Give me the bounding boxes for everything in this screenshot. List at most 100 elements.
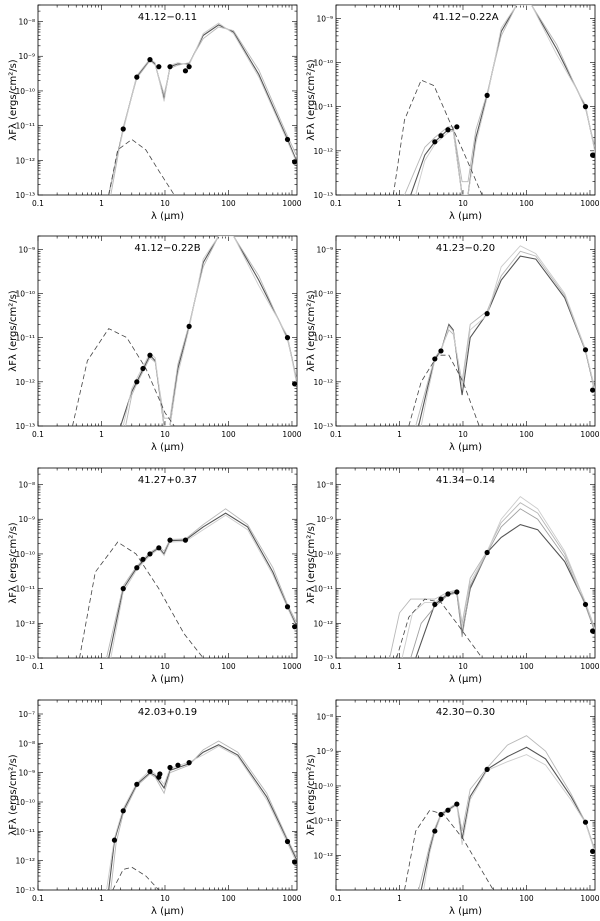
plot-frame xyxy=(335,467,596,659)
data-point xyxy=(590,848,595,854)
x-tick-label: 0.1 xyxy=(32,894,44,903)
y-tick-label: 10⁻¹² xyxy=(313,147,333,156)
y-tick-label: 10⁻¹¹ xyxy=(313,103,333,112)
data-point xyxy=(182,537,189,543)
stellar-photosphere-line xyxy=(392,79,483,195)
y-tick-label: 10⁻¹⁰ xyxy=(15,87,35,96)
data-point xyxy=(134,379,140,385)
x-tick-label: 0.1 xyxy=(330,430,342,439)
x-axis-label: λ (μm) xyxy=(449,674,482,685)
x-tick-label: 100 xyxy=(221,894,236,903)
model-fit-line xyxy=(410,5,595,195)
panel-title: 41.12−0.22A xyxy=(432,12,498,23)
data-point xyxy=(432,139,438,145)
x-tick-label: 1000 xyxy=(282,199,301,208)
panel-3: 0.1 1 10 100 1000 10⁻¹³ 10⁻¹² 10⁻¹¹ 10⁻¹⁰ 10⁻⁹ λ (… xyxy=(8,235,302,453)
data-point xyxy=(120,808,126,814)
x-tick-label: 100 xyxy=(221,199,236,208)
y-tick-label: 10⁻⁸ xyxy=(18,739,35,748)
x-tick-label: 1000 xyxy=(580,430,599,439)
x-tick-label: 1 xyxy=(397,199,402,208)
model-fit-line xyxy=(420,245,595,426)
y-axis-label: λFλ (ergs/cm²/s) xyxy=(8,59,19,141)
panel-2: 0.1 1 10 100 1000 10⁻¹³ 10⁻¹² 10⁻¹¹ 10⁻¹⁰ 10⁻⁹ λ (… xyxy=(306,4,600,222)
x-tick-label: 0.1 xyxy=(32,199,44,208)
panel-8: 0.1 1 10 100 1000 10⁻¹² 10⁻¹¹ 10⁻¹⁰ 10⁻⁹ 10⁻⁸ λ (μ… xyxy=(306,699,600,917)
x-tick-label: 1 xyxy=(99,894,104,903)
y-tick-label: 10⁻⁸ xyxy=(18,481,35,490)
y-tick-label: 10⁻¹¹ xyxy=(313,585,333,594)
plot-frame xyxy=(37,467,298,659)
y-tick-label: 10⁻¹³ xyxy=(15,191,35,200)
data-point xyxy=(438,133,444,139)
data-point xyxy=(186,64,192,70)
y-tick-label: 10⁻⁸ xyxy=(316,713,333,722)
x-tick-label: 10 xyxy=(160,430,170,439)
y-tick-label: 10⁻⁹ xyxy=(316,515,333,524)
y-tick-label: 10⁻¹¹ xyxy=(313,334,333,343)
y-tick-label: 10⁻¹¹ xyxy=(15,122,35,131)
y-axis-label: λFλ (ergs/cm²/s) xyxy=(8,290,19,372)
x-tick-label: 0.1 xyxy=(32,430,44,439)
y-tick-label: 10⁻¹¹ xyxy=(313,817,333,826)
y-tick-label: 10⁻¹⁰ xyxy=(313,782,333,791)
y-tick-label: 10⁻⁹ xyxy=(316,14,333,23)
stellar-photosphere-line xyxy=(79,541,204,658)
x-tick-label: 10 xyxy=(160,662,170,671)
y-tick-label: 10⁻¹³ xyxy=(313,191,333,200)
data-point xyxy=(445,591,451,597)
panel-title: 41.27+0.37 xyxy=(138,475,197,486)
data-point xyxy=(134,74,140,80)
model-fit-line xyxy=(110,26,297,195)
y-tick-label: 10⁻⁹ xyxy=(316,245,333,254)
y-tick-label: 10⁻¹³ xyxy=(313,422,333,431)
y-tick-label: 10⁻¹³ xyxy=(313,654,333,663)
panel-title: 42.30−0.30 xyxy=(436,707,495,718)
x-tick-label: 100 xyxy=(519,662,534,671)
model-fit-line xyxy=(106,508,297,658)
x-tick-label: 1 xyxy=(99,430,104,439)
x-tick-label: 10 xyxy=(160,894,170,903)
y-tick-label: 10⁻⁷ xyxy=(18,710,35,719)
x-tick-label: 1 xyxy=(397,662,402,671)
y-tick-label: 10⁻¹¹ xyxy=(15,827,35,836)
x-axis-label: λ (μm) xyxy=(449,442,482,453)
x-tick-label: 0.1 xyxy=(330,662,342,671)
x-tick-label: 100 xyxy=(221,662,236,671)
data-point xyxy=(484,92,490,98)
x-tick-label: 1000 xyxy=(580,662,599,671)
y-tick-label: 10⁻¹² xyxy=(313,619,333,628)
y-axis-label: λFλ (ergs/cm²/s) xyxy=(306,59,317,141)
x-tick-label: 1 xyxy=(99,662,104,671)
x-axis-label: λ (μm) xyxy=(449,211,482,222)
x-axis-label: λ (μm) xyxy=(151,442,184,453)
panel-5: 0.1 1 10 100 1000 10⁻¹³ 10⁻¹² 10⁻¹¹ 10⁻¹⁰ 10⁻⁹ 10⁻… xyxy=(8,467,302,685)
plot-area xyxy=(408,245,595,426)
y-tick-label: 10⁻¹² xyxy=(15,378,35,387)
y-tick-label: 10⁻¹¹ xyxy=(15,585,35,594)
y-tick-label: 10⁻⁸ xyxy=(18,18,35,27)
x-axis-label: λ (μm) xyxy=(151,906,184,917)
data-point xyxy=(111,837,118,843)
data-point xyxy=(590,387,595,393)
plot-frame xyxy=(37,235,298,427)
data-point xyxy=(454,589,460,595)
data-point xyxy=(292,159,297,165)
model-fit-line xyxy=(108,22,297,195)
model-fit-line xyxy=(108,744,297,890)
model-fit-line xyxy=(418,735,595,890)
y-tick-label: 10⁻¹³ xyxy=(15,886,35,895)
x-tick-label: 1 xyxy=(397,430,402,439)
x-tick-label: 1 xyxy=(99,199,104,208)
y-tick-label: 10⁻¹² xyxy=(15,857,35,866)
y-tick-label: 10⁻⁹ xyxy=(18,515,35,524)
x-tick-label: 100 xyxy=(221,430,236,439)
data-point xyxy=(156,64,162,70)
data-point xyxy=(438,811,444,818)
plot-area xyxy=(79,508,297,658)
plot-frame xyxy=(37,4,298,196)
plot-frame xyxy=(335,235,596,427)
panel-title: 41.12−0.11 xyxy=(138,12,197,23)
y-tick-label: 10⁻¹² xyxy=(15,156,35,165)
x-tick-label: 1000 xyxy=(580,894,599,903)
